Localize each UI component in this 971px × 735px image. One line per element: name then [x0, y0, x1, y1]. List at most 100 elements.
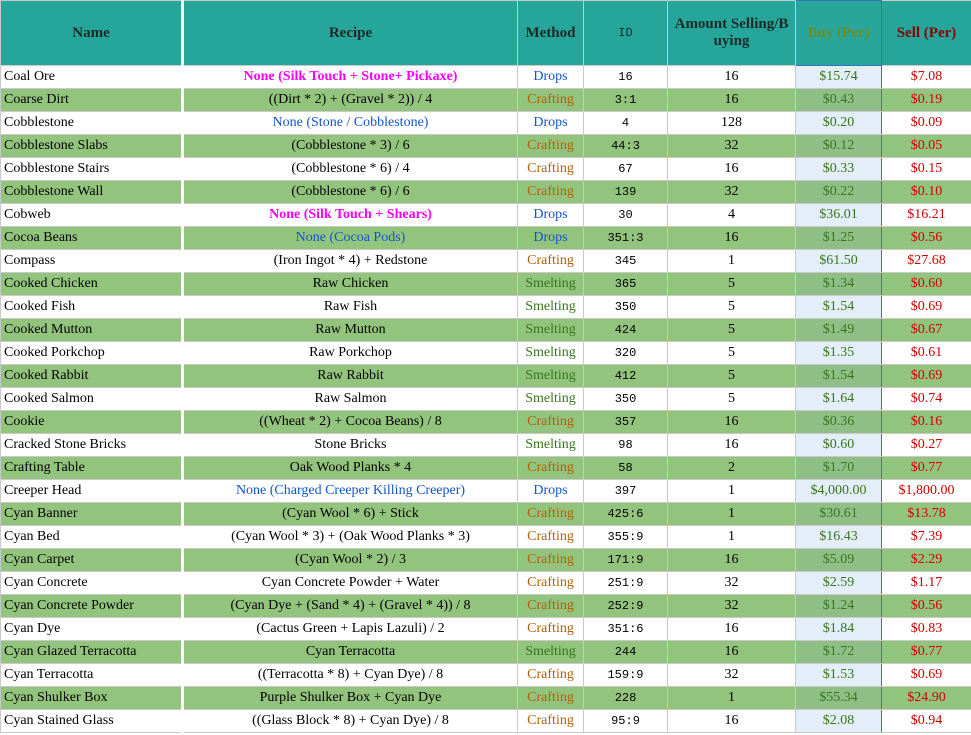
amount-cell[interactable]: 16: [667, 709, 796, 733]
sell-cell[interactable]: $0.56: [881, 594, 971, 618]
id-cell[interactable]: 350: [583, 295, 668, 319]
id-cell[interactable]: 365: [583, 272, 668, 296]
amount-cell[interactable]: 32: [667, 663, 796, 687]
amount-cell[interactable]: 32: [667, 180, 796, 204]
buy-cell[interactable]: $1.64: [795, 387, 882, 411]
amount-cell[interactable]: 1: [667, 479, 796, 503]
sell-cell[interactable]: $1.17: [881, 571, 971, 595]
column-header[interactable]: Name: [0, 0, 184, 66]
method-cell[interactable]: Drops: [517, 65, 584, 89]
id-cell[interactable]: 424: [583, 318, 668, 342]
buy-cell[interactable]: $1.24: [795, 594, 882, 618]
column-header[interactable]: Buy (Per): [795, 0, 882, 66]
sell-cell[interactable]: $0.83: [881, 617, 971, 641]
method-cell[interactable]: Smelting: [517, 387, 584, 411]
name-cell[interactable]: Cooked Porkchop: [0, 341, 184, 365]
amount-cell[interactable]: 32: [667, 134, 796, 158]
name-cell[interactable]: Cooked Fish: [0, 295, 184, 319]
amount-cell[interactable]: 16: [667, 226, 796, 250]
buy-cell[interactable]: $5.09: [795, 548, 882, 572]
amount-cell[interactable]: 5: [667, 341, 796, 365]
buy-cell[interactable]: $1.49: [795, 318, 882, 342]
buy-cell[interactable]: $0.22: [795, 180, 882, 204]
sell-cell[interactable]: $7.08: [881, 65, 971, 89]
id-cell[interactable]: 357: [583, 410, 668, 434]
id-cell[interactable]: 3:1: [583, 88, 668, 112]
id-cell[interactable]: 412: [583, 364, 668, 388]
amount-cell[interactable]: 5: [667, 387, 796, 411]
amount-cell[interactable]: 16: [667, 640, 796, 664]
recipe-cell[interactable]: None (Silk Touch + Stone+ Pickaxe): [182, 65, 518, 89]
sell-cell[interactable]: $0.74: [881, 387, 971, 411]
buy-cell[interactable]: $0.12: [795, 134, 882, 158]
buy-cell[interactable]: $2.59: [795, 571, 882, 595]
recipe-cell[interactable]: (Cyan Wool * 2) / 3: [182, 548, 518, 572]
buy-cell[interactable]: $1.54: [795, 364, 882, 388]
name-cell[interactable]: Cobblestone Slabs: [0, 134, 184, 158]
method-cell[interactable]: Crafting: [517, 180, 584, 204]
name-cell[interactable]: Coal Ore: [0, 65, 184, 89]
name-cell[interactable]: Cyan Glazed Terracotta: [0, 640, 184, 664]
name-cell[interactable]: Cyan Banner: [0, 502, 184, 526]
name-cell[interactable]: Cobblestone: [0, 111, 184, 135]
method-cell[interactable]: Drops: [517, 111, 584, 135]
recipe-cell[interactable]: (Cyan Wool * 6) + Stick: [182, 502, 518, 526]
amount-cell[interactable]: 16: [667, 157, 796, 181]
recipe-cell[interactable]: ((Wheat * 2) + Cocoa Beans) / 8: [182, 410, 518, 434]
name-cell[interactable]: Cyan Concrete Powder: [0, 594, 184, 618]
method-cell[interactable]: Crafting: [517, 617, 584, 641]
method-cell[interactable]: Smelting: [517, 433, 584, 457]
name-cell[interactable]: Compass: [0, 249, 184, 273]
buy-cell[interactable]: $0.20: [795, 111, 882, 135]
id-cell[interactable]: 355:9: [583, 525, 668, 549]
amount-cell[interactable]: 16: [667, 88, 796, 112]
buy-cell[interactable]: $0.43: [795, 88, 882, 112]
id-cell[interactable]: 320: [583, 341, 668, 365]
method-cell[interactable]: Smelting: [517, 341, 584, 365]
recipe-cell[interactable]: ((Terracotta * 8) + Cyan Dye) / 8: [182, 663, 518, 687]
name-cell[interactable]: Cyan Dye: [0, 617, 184, 641]
sell-cell[interactable]: $0.05: [881, 134, 971, 158]
buy-cell[interactable]: $1.35: [795, 341, 882, 365]
recipe-cell[interactable]: (Cobblestone * 3) / 6: [182, 134, 518, 158]
name-cell[interactable]: Cyan Stained Glass: [0, 709, 184, 733]
recipe-cell[interactable]: Raw Fish: [182, 295, 518, 319]
recipe-cell[interactable]: (Cobblestone * 6) / 6: [182, 180, 518, 204]
sell-cell[interactable]: $0.60: [881, 272, 971, 296]
method-cell[interactable]: Crafting: [517, 502, 584, 526]
id-cell[interactable]: 16: [583, 65, 668, 89]
amount-cell[interactable]: 1: [667, 525, 796, 549]
id-cell[interactable]: 228: [583, 686, 668, 710]
method-cell[interactable]: Smelting: [517, 640, 584, 664]
name-cell[interactable]: Cooked Chicken: [0, 272, 184, 296]
amount-cell[interactable]: 4: [667, 203, 796, 227]
method-cell[interactable]: Crafting: [517, 410, 584, 434]
buy-cell[interactable]: $15.74: [795, 65, 882, 89]
sell-cell[interactable]: $13.78: [881, 502, 971, 526]
amount-cell[interactable]: 16: [667, 617, 796, 641]
amount-cell[interactable]: 16: [667, 433, 796, 457]
method-cell[interactable]: Crafting: [517, 456, 584, 480]
method-cell[interactable]: Smelting: [517, 295, 584, 319]
amount-cell[interactable]: 16: [667, 65, 796, 89]
buy-cell[interactable]: $16.43: [795, 525, 882, 549]
sell-cell[interactable]: $0.77: [881, 640, 971, 664]
method-cell[interactable]: Crafting: [517, 571, 584, 595]
buy-cell[interactable]: $0.33: [795, 157, 882, 181]
recipe-cell[interactable]: (Cyan Dye + (Sand * 4) + (Gravel * 4)) /…: [182, 594, 518, 618]
sell-cell[interactable]: $16.21: [881, 203, 971, 227]
amount-cell[interactable]: 32: [667, 571, 796, 595]
recipe-cell[interactable]: (Iron Ingot * 4) + Redstone: [182, 249, 518, 273]
sell-cell[interactable]: $24.90: [881, 686, 971, 710]
amount-cell[interactable]: 5: [667, 364, 796, 388]
sell-cell[interactable]: $1,800.00: [881, 479, 971, 503]
buy-cell[interactable]: $1.84: [795, 617, 882, 641]
id-cell[interactable]: 345: [583, 249, 668, 273]
sell-cell[interactable]: $0.10: [881, 180, 971, 204]
sell-cell[interactable]: $0.61: [881, 341, 971, 365]
name-cell[interactable]: Creeper Head: [0, 479, 184, 503]
sell-cell[interactable]: $0.94: [881, 709, 971, 733]
recipe-cell[interactable]: Cyan Concrete Powder + Water: [182, 571, 518, 595]
method-cell[interactable]: Crafting: [517, 249, 584, 273]
name-cell[interactable]: Cobblestone Stairs: [0, 157, 184, 181]
